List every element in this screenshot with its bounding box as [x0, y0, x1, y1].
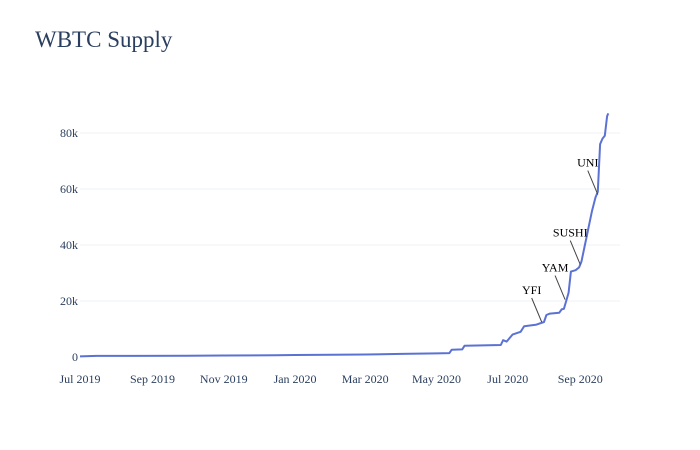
x-tick-label: Sep 2019: [130, 372, 175, 386]
y-tick-label: 0: [72, 350, 78, 364]
y-tick-label: 60k: [60, 182, 78, 196]
x-tick-label: Jul 2019: [59, 372, 100, 386]
annotation-uni: UNI: [577, 156, 598, 170]
gridlines: [80, 132, 620, 302]
x-tick-label: Mar 2020: [342, 372, 389, 386]
wbtc-supply-line: [79, 113, 610, 358]
chart-title: WBTC Supply: [35, 27, 173, 52]
annotation-arrow-yam: [554, 275, 566, 300]
annotation-yam: YAM: [542, 261, 569, 275]
annotation-arrow-sushi: [569, 240, 581, 265]
x-tick-label: Jan 2020: [274, 372, 317, 386]
y-tick-label: 40k: [60, 238, 78, 252]
annotation-yfi: YFI: [522, 283, 541, 297]
annotation-arrow-yfi: [531, 297, 543, 323]
y-tick-label: 20k: [60, 294, 78, 308]
y-axis-ticks: 0 20k 40k 60k 80k: [60, 126, 78, 364]
x-tick-label: Nov 2019: [200, 372, 248, 386]
y-tick-label: 80k: [60, 126, 78, 140]
x-axis-ticks: Jul 2019 Sep 2019 Nov 2019 Jan 2020 Mar 2020…: [59, 372, 602, 386]
annotation-sushi: SUSHI: [553, 226, 588, 240]
annotation-arrow-uni: [587, 170, 599, 195]
x-tick-label: Jul 2020: [487, 372, 528, 386]
x-tick-label: Sep 2020: [558, 372, 603, 386]
x-tick-label: May 2020: [412, 372, 461, 386]
